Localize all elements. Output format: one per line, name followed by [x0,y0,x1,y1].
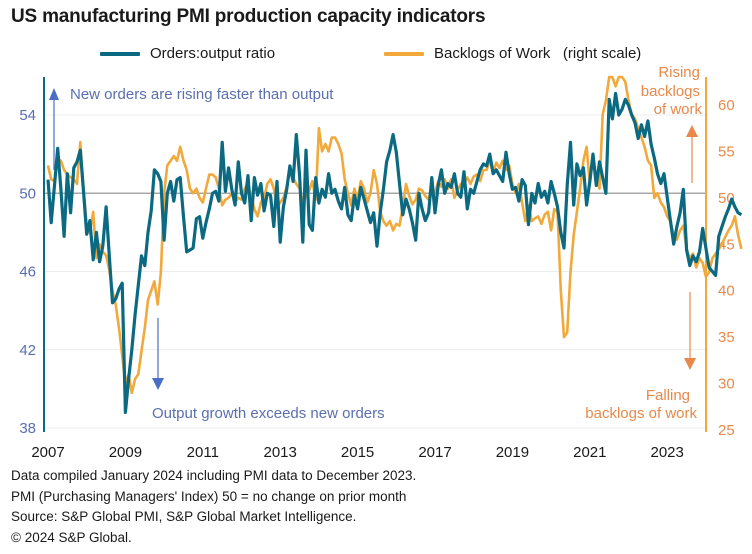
x-axis-tick-label: 2009 [109,444,142,461]
annotation-new-orders-rising: New orders are rising faster than output [70,86,334,103]
left-axis-tick-label: 42 [19,342,36,359]
down-arrow-left-icon [152,378,164,390]
legend-item-orders-output: Orders:output ratio [100,45,275,62]
chart-title: US manufacturing PMI production capacity… [11,6,486,27]
annotation-rising-backlogs-1: Rising [658,64,700,81]
x-axis-tick-label: 2021 [573,444,606,461]
series-line-backlogs-of-work [46,75,743,395]
legend-swatch-orders-output [100,51,140,56]
legend-item-backlogs: Backlogs of Work (right scale) [384,45,641,62]
right-axis-tick-label: 55 [718,143,735,160]
x-axis-tick-label: 2019 [496,444,529,461]
legend-label-backlogs: Backlogs of Work (right scale) [434,45,642,62]
x-axis-tick-label: 2017 [418,444,451,461]
x-axis-tick-label: 2007 [31,444,64,461]
right-axis-tick-label: 25 [718,422,735,439]
footer-line-data-compiled: Data compiled January 2024 including PMI… [11,468,417,483]
up-arrow-right-icon [686,125,698,137]
down-arrow-right-icon [684,358,696,370]
annotation-rising-backlogs-3: of work [654,101,703,118]
x-axis-ticks: 2007 2009 2011 2013 2015 2017 2019 2021 2023 [31,444,684,461]
x-axis-tick-label: 2023 [651,444,684,461]
annotation-rising-backlogs-2: backlogs [641,83,700,100]
footer-line-copyright: © 2024 S&P Global. [11,529,132,545]
right-axis-tick-label: 35 [718,329,735,346]
right-axis-tick-label: 30 [718,376,735,393]
right-axis-tick-label: 40 [718,283,735,300]
x-axis-tick-label: 2011 [187,444,219,461]
x-axis-tick-label: 2015 [341,444,374,461]
right-axis-tick-label: 45 [718,236,735,253]
left-axis-tick-label: 50 [19,185,36,202]
right-axis-tick-label: 60 [718,97,735,114]
annotation-falling-backlogs-1: Falling [646,387,690,404]
left-axis-tick-label: 38 [19,420,36,437]
gridlines [44,114,706,429]
annotation-output-growth-exceeds: Output growth exceeds new orders [152,405,385,422]
footer-notes: Data compiled January 2024 including PMI… [11,466,416,548]
left-axis-tick-label: 46 [19,264,36,281]
legend-swatch-backlogs [384,51,424,56]
x-axis-tick-label: 2013 [264,444,297,461]
footer-line-pmi-definition: PMI (Purchasing Managers' Index) 50 = no… [11,488,407,504]
legend-label-orders-output: Orders:output ratio [150,45,276,62]
left-axis-ticks: 38 42 46 50 54 [19,107,36,437]
footer-line-source: Source: S&P Global PMI, S&P Global Marke… [11,509,357,524]
up-arrow-left-icon [49,88,59,100]
series-line-orders-output-ratio [46,91,743,414]
legend: Orders:output ratio Backlogs of Work (ri… [0,45,752,65]
left-axis-tick-label: 54 [19,107,36,124]
annotation-falling-backlogs-2: backlogs of work [585,405,697,422]
